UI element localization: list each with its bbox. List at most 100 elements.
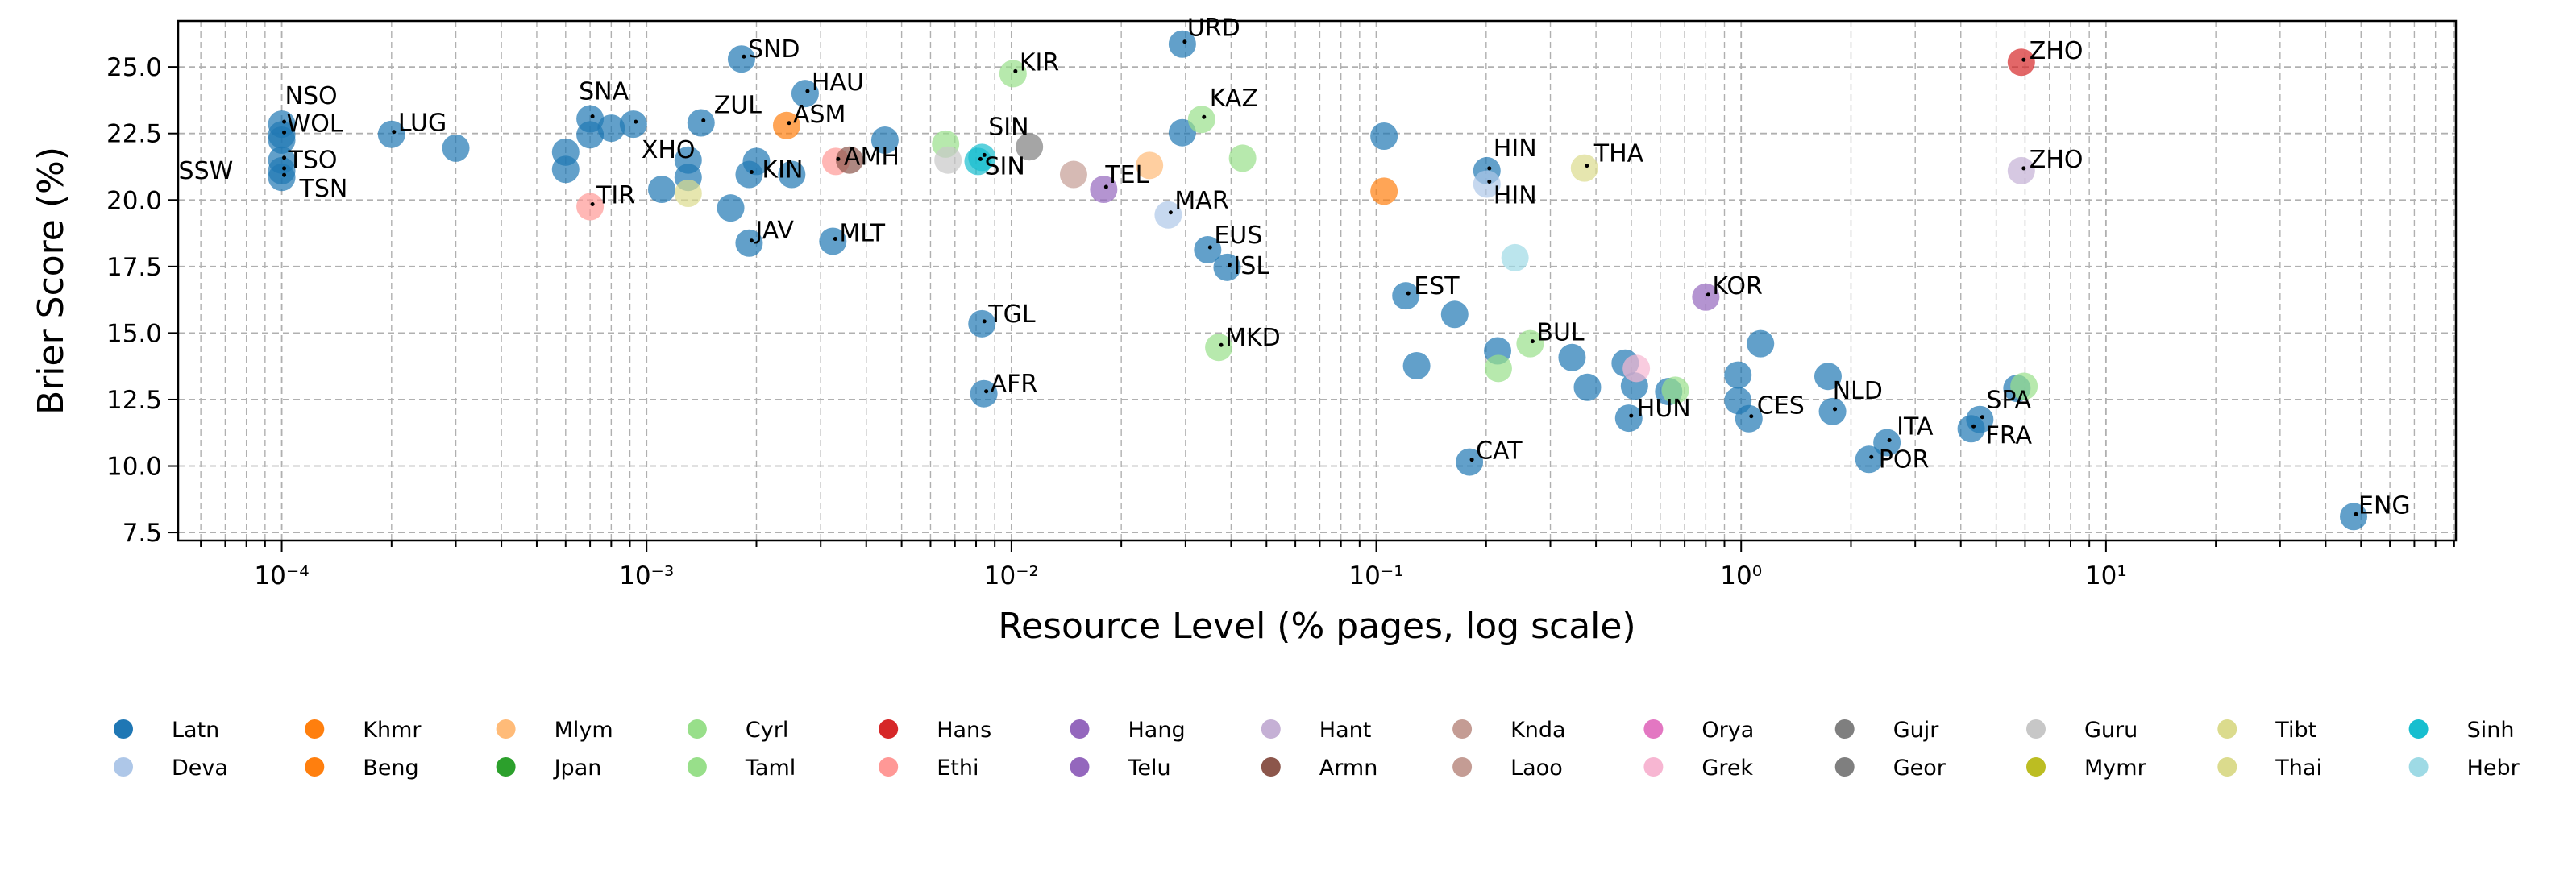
label-anchor-dot — [982, 152, 987, 157]
legend-label: Beng — [363, 756, 418, 781]
data-point-latn — [442, 134, 470, 162]
legend-label: Hans — [937, 718, 991, 743]
label-anchor-dot — [1833, 407, 1838, 412]
y-tick-label: 12.5 — [106, 386, 162, 415]
point-label: ZHO — [2030, 37, 2084, 65]
data-point-latn — [1818, 397, 1847, 425]
data-point-latn — [551, 155, 580, 184]
data-point-thai — [1570, 154, 1598, 182]
axis-ticks: 10⁻⁴ 10⁻³ 10⁻² 10⁻¹ 10⁰ 10¹ 7.5 10.0 12.5 15.0 17.… — [106, 53, 2455, 590]
point-label: ENG — [2358, 491, 2411, 520]
point-label: POR — [1879, 445, 1930, 474]
legend-marker — [1261, 757, 1281, 777]
data-point-latn — [1957, 415, 1985, 443]
point-label: AFR — [991, 371, 1038, 399]
point-label: WOL — [287, 110, 343, 138]
legend-label: Hebr — [2467, 756, 2520, 781]
data-point-latn — [1194, 236, 1222, 264]
point-label: MLT — [839, 219, 885, 247]
data-point-hebr — [1501, 243, 1529, 271]
point-label: FRA — [1986, 421, 2033, 450]
data-point-hant — [2007, 156, 2035, 184]
data-point-latn — [1168, 118, 1196, 147]
legend-marker — [1261, 719, 1281, 739]
y-tick-label: 10.0 — [106, 453, 162, 482]
data-point-latn — [1747, 329, 1775, 358]
legend-item: Thai — [2217, 756, 2322, 781]
data-point-latn — [1614, 404, 1643, 433]
legend-item: Khmr — [305, 718, 422, 743]
legend-label: Cyrl — [746, 718, 788, 743]
plot-frame — [177, 19, 2458, 542]
point-label: CES — [1757, 392, 1805, 420]
label-anchor-dot — [1469, 458, 1474, 462]
label-anchor-dot — [282, 155, 287, 160]
legend-label: Guru — [2084, 718, 2138, 743]
data-point-latn — [687, 109, 715, 137]
point-label: XHO — [642, 136, 696, 164]
x-tick-label: 10⁻³ — [619, 561, 674, 590]
legend-item: Guru — [2026, 718, 2138, 743]
point-label: HIN — [1494, 181, 1537, 209]
legend-label: Deva — [172, 756, 228, 781]
data-point-ethi — [576, 193, 605, 221]
data-point-latn — [1440, 300, 1469, 329]
label-anchor-dot — [2354, 512, 2358, 516]
data-point-cyrl — [1661, 376, 1689, 404]
legend-marker — [1452, 719, 1473, 739]
point-label: TIR — [596, 182, 635, 210]
data-point-latn — [1558, 343, 1586, 371]
legend-item: Mymr — [2026, 756, 2147, 781]
legend-item: Hans — [879, 718, 991, 743]
legend-marker — [305, 719, 325, 739]
data-point-latn — [268, 126, 296, 154]
data-point-latn — [1402, 352, 1431, 380]
data-point-armn — [836, 146, 864, 174]
data-point-latn — [1456, 448, 1484, 476]
x-tick-label: 10¹ — [2085, 561, 2127, 590]
legend-label: Latn — [172, 718, 219, 743]
legend-marker — [879, 757, 899, 777]
legend-label: Grek — [1701, 756, 1753, 781]
data-point-latn — [576, 121, 605, 149]
legend-item: Laoo — [1452, 756, 1563, 781]
point-label: SIN — [988, 113, 1028, 141]
label-anchor-dot — [282, 172, 287, 177]
legend-item: Hant — [1261, 718, 1371, 743]
data-point-latn — [1873, 429, 1901, 457]
legend-item: Orya — [1643, 718, 1754, 743]
data-point-latn — [1168, 30, 1196, 58]
y-axis-label: Brier Score (%) — [31, 147, 72, 415]
label-anchor-dot — [1585, 164, 1589, 168]
data-point-latn — [1213, 253, 1241, 281]
legend-item: Hang — [1070, 718, 1186, 743]
label-anchor-dot — [833, 236, 837, 241]
point-label: TSN — [299, 175, 348, 203]
legend-label: Telu — [1128, 756, 1171, 781]
y-tick-label: 22.5 — [106, 120, 162, 149]
legend-label: Sinh — [2467, 718, 2515, 743]
legend-item: Geor — [1834, 756, 1947, 781]
data-point-cyrl — [999, 60, 1027, 88]
point-label: MAR — [1174, 187, 1228, 215]
label-anchor-dot — [1749, 414, 1754, 419]
data-point-latn — [970, 379, 998, 408]
legend-item: Beng — [305, 756, 419, 781]
data-point-cyrl — [1205, 334, 1233, 362]
point-label: ISL — [1233, 252, 1269, 280]
label-anchor-dot — [1629, 413, 1634, 418]
data-point-mlym — [1136, 151, 1164, 180]
data-point-latn — [2340, 503, 2368, 531]
label-anchor-dot — [1103, 184, 1108, 189]
x-axis-label: Resource Level (% pages, log scale) — [998, 606, 1635, 647]
y-tick-label: 15.0 — [106, 319, 162, 348]
legend-marker — [1452, 757, 1473, 777]
legend-label: Orya — [1701, 718, 1754, 743]
legend-label: Hang — [1128, 718, 1186, 743]
data-point-latn — [968, 309, 996, 338]
point-label: NSO — [285, 82, 338, 110]
label-anchor-dot — [984, 389, 989, 394]
y-tick-label: 7.5 — [123, 519, 162, 548]
data-point-guru — [934, 146, 962, 174]
